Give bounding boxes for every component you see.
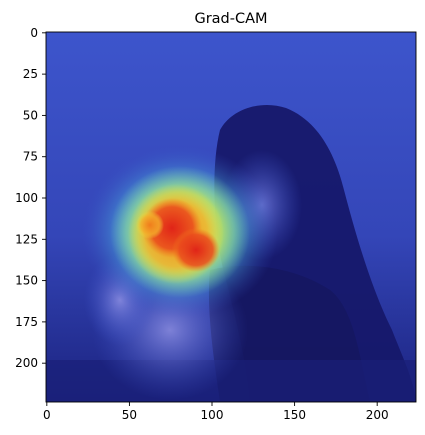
- y-tick-label: 200: [15, 356, 38, 370]
- y-tick-label: 125: [15, 232, 38, 246]
- chart-title: Grad-CAM: [194, 11, 267, 27]
- heat-region-red-left: [136, 211, 164, 239]
- heat-region-red-lower: [172, 228, 220, 272]
- x-tick-label: 200: [366, 408, 389, 422]
- x-tick-label: 50: [122, 408, 137, 422]
- y-tick-label: 175: [15, 315, 38, 329]
- x-tick-label: 100: [201, 408, 224, 422]
- y-tick-label: 25: [23, 67, 38, 81]
- axes-frame: [45, 31, 417, 403]
- heatmap-image: [46, 32, 416, 402]
- x-tick-label: 0: [43, 408, 51, 422]
- y-tick-label: 100: [15, 191, 38, 205]
- x-axis: 0 50 100 150 200: [43, 402, 389, 422]
- x-tick-label: 150: [283, 408, 306, 422]
- y-tick-label: 75: [23, 150, 38, 164]
- y-axis: 0 25 50 75 100 125 150 175 200: [15, 26, 46, 370]
- y-tick-label: 150: [15, 274, 38, 288]
- y-tick-label: 0: [30, 26, 38, 40]
- y-tick-label: 50: [23, 108, 38, 122]
